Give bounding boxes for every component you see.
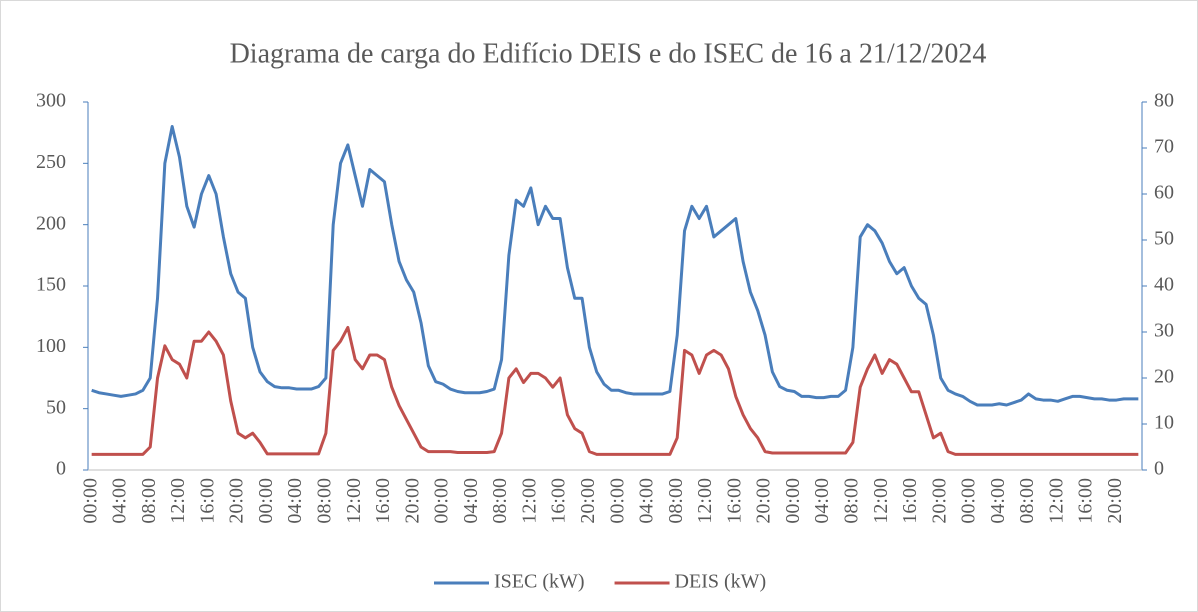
x-tick-label: 04:00 xyxy=(109,478,131,524)
x-tick-label: 12:00 xyxy=(694,478,716,524)
x-tick-label: 20:00 xyxy=(401,478,423,524)
x-tick-label: 12:00 xyxy=(167,478,189,524)
y2-tick-label: 70 xyxy=(1154,136,1174,158)
x-tick-label: 04:00 xyxy=(636,478,658,524)
legend-label: DEIS (kW) xyxy=(675,571,767,593)
x-tick-label: 08:00 xyxy=(138,478,160,524)
x-tick-label: 04:00 xyxy=(284,478,306,524)
x-tick-label: 16:00 xyxy=(899,478,921,524)
x-tick-label: 00:00 xyxy=(782,478,804,524)
y-tick-label: 200 xyxy=(36,212,66,234)
x-tick-label: 04:00 xyxy=(460,478,482,524)
x-tick-label: 00:00 xyxy=(79,478,101,524)
y2-tick-label: 80 xyxy=(1154,90,1174,112)
series-line xyxy=(91,125,1139,407)
y2-tick-label: 0 xyxy=(1154,458,1164,480)
x-tick-label: 16:00 xyxy=(548,478,570,524)
x-tick-label: 08:00 xyxy=(665,478,687,524)
x-tick-label: 00:00 xyxy=(606,478,628,524)
series-line xyxy=(91,325,1139,456)
x-tick-label: 00:00 xyxy=(958,478,980,524)
x-tick-label: 16:00 xyxy=(372,478,394,524)
y-tick-label: 150 xyxy=(36,274,66,296)
y-tick-label: 0 xyxy=(56,458,66,480)
x-tick-label: 08:00 xyxy=(489,478,511,524)
y2-tick-label: 40 xyxy=(1154,274,1174,296)
y2-tick-label: 20 xyxy=(1154,366,1174,388)
x-tick-label: 20:00 xyxy=(226,478,248,524)
x-tick-label: 08:00 xyxy=(840,478,862,524)
x-tick-label: 16:00 xyxy=(196,478,218,524)
x-tick-label: 00:00 xyxy=(255,478,277,524)
x-tick-label: 04:00 xyxy=(987,478,1009,524)
y-tick-label: 50 xyxy=(46,396,66,418)
y-tick-label: 250 xyxy=(36,151,66,173)
x-tick-label: 08:00 xyxy=(1016,478,1038,524)
x-tick-label: 20:00 xyxy=(928,478,950,524)
x-tick-label: 00:00 xyxy=(431,478,453,524)
chart-title: Diagrama de carga do Edifício DEIS e do … xyxy=(230,38,987,69)
x-tick-label: 04:00 xyxy=(811,478,833,524)
x-tick-label: 20:00 xyxy=(753,478,775,524)
x-tick-label: 20:00 xyxy=(1104,478,1126,524)
x-tick-label: 08:00 xyxy=(313,478,335,524)
x-tick-label: 12:00 xyxy=(870,478,892,524)
y2-tick-label: 10 xyxy=(1154,412,1174,434)
y2-tick-label: 60 xyxy=(1154,182,1174,204)
x-tick-label: 16:00 xyxy=(1075,478,1097,524)
x-tick-label: 12:00 xyxy=(343,478,365,524)
y-tick-label: 100 xyxy=(36,335,66,357)
x-tick-label: 16:00 xyxy=(723,478,745,524)
x-tick-label: 20:00 xyxy=(577,478,599,524)
y2-tick-label: 50 xyxy=(1154,228,1174,250)
x-tick-label: 12:00 xyxy=(518,478,540,524)
x-tick-label: 12:00 xyxy=(1045,478,1067,524)
y-tick-label: 300 xyxy=(36,90,66,112)
y2-tick-label: 30 xyxy=(1154,320,1174,342)
legend-label: ISEC (kW) xyxy=(494,571,585,593)
